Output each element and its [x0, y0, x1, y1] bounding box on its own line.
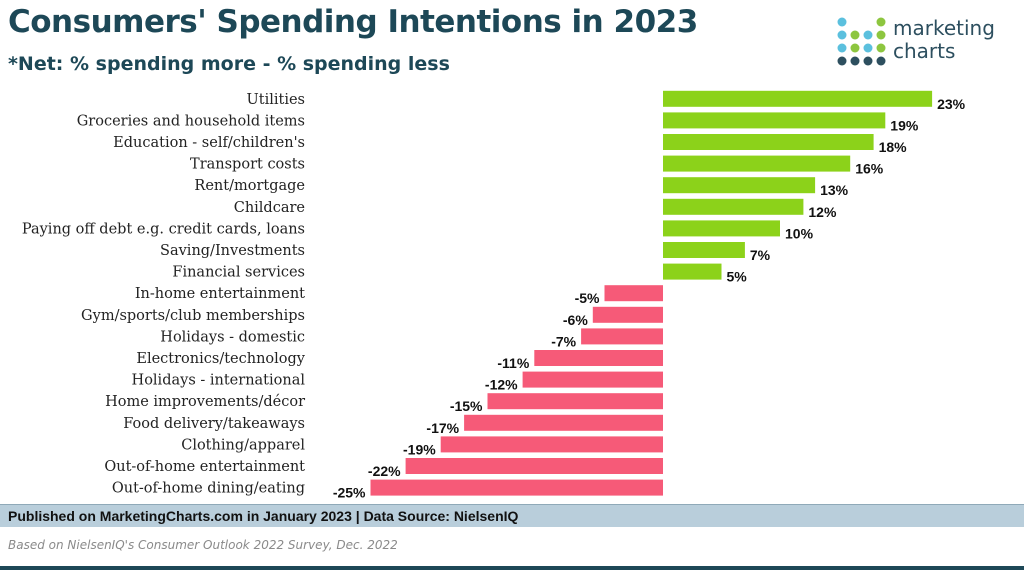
logo-dot — [876, 30, 886, 40]
value-label: 19% — [890, 117, 919, 133]
chart-subtitle: *Net: % spending more - % spending less — [8, 53, 450, 75]
bar[interactable] — [663, 90, 933, 107]
value-label: 13% — [820, 182, 849, 198]
logo-word-charts: charts — [893, 39, 956, 63]
value-label: -25% — [333, 485, 366, 500]
bar[interactable] — [581, 328, 663, 345]
bar[interactable] — [534, 350, 663, 366]
category-label: Home improvements/décor — [105, 394, 305, 410]
category-label: Financial services — [172, 265, 305, 281]
value-label: -12% — [485, 377, 518, 393]
logo-dot — [863, 56, 873, 66]
value-label: 10% — [785, 225, 814, 241]
bar[interactable] — [663, 220, 780, 237]
value-label: -15% — [450, 398, 483, 414]
value-label: -7% — [551, 333, 576, 349]
bar[interactable] — [604, 285, 664, 302]
bottom-rule — [0, 566, 1024, 570]
footer-source-text: Published on MarketingCharts.com in Janu… — [8, 508, 519, 524]
logo-dot — [876, 43, 886, 53]
category-label: Transport costs — [190, 157, 305, 173]
value-label: -22% — [368, 463, 401, 479]
footer-note: Based on NielsenIQ's Consumer Outlook 20… — [8, 538, 398, 552]
category-label: Out-of-home dining/eating — [112, 481, 305, 497]
category-label: Utilities — [247, 92, 305, 108]
category-label: Electronics/technology — [136, 351, 305, 367]
bar[interactable] — [405, 458, 663, 474]
marketing-charts-dot-logo-icon — [837, 17, 886, 66]
logo-dot — [850, 30, 860, 40]
category-label: Gym/sports/club memberships — [81, 308, 305, 324]
category-label: Holidays - domestic — [160, 329, 305, 345]
category-label: Rent/mortgage — [194, 178, 305, 194]
category-label: Saving/Investments — [160, 243, 305, 259]
category-label: Out-of-home entertainment — [104, 459, 305, 475]
value-label: 7% — [750, 247, 771, 263]
value-label: -5% — [575, 290, 600, 306]
value-label: -6% — [563, 312, 588, 328]
logo-dot — [837, 43, 847, 53]
logo-dot — [863, 30, 873, 40]
bar-chart: Utilities 23% Groceries and household item… — [22, 90, 966, 500]
category-label: Paying off debt e.g. credit cards, loans — [22, 221, 305, 237]
logo-dot — [837, 17, 847, 27]
bar[interactable] — [522, 371, 663, 388]
value-label: 23% — [937, 96, 966, 112]
category-label: Holidays - international — [132, 373, 306, 389]
bar[interactable] — [663, 112, 886, 129]
category-label: Groceries and household items — [77, 113, 305, 129]
category-label: Childcare — [234, 200, 305, 216]
logo-dot — [837, 30, 847, 40]
value-label: -19% — [403, 441, 436, 457]
logo-text: marketing charts — [893, 17, 995, 63]
value-label: 16% — [855, 161, 884, 177]
logo-dot — [876, 56, 886, 66]
chart-title: Consumers' Spending Intentions in 2023 — [8, 4, 698, 40]
bar[interactable] — [663, 177, 816, 194]
value-label: -11% — [497, 355, 529, 371]
footer-bar: Published on MarketingCharts.com in Janu… — [0, 504, 1024, 527]
value-label: -17% — [426, 420, 459, 436]
category-label: Clothing/apparel — [181, 437, 305, 453]
category-label: Education - self/children's — [113, 135, 305, 151]
value-label: 5% — [727, 269, 748, 285]
marketing-charts-logo[interactable]: marketing charts — [836, 16, 1020, 68]
bar[interactable] — [370, 479, 664, 496]
category-label: In-home entertainment — [135, 286, 305, 302]
bar[interactable] — [440, 436, 663, 453]
bar[interactable] — [487, 393, 664, 410]
logo-dot — [863, 43, 873, 53]
bar[interactable] — [663, 263, 722, 280]
bar[interactable] — [663, 155, 851, 172]
bar[interactable] — [592, 306, 663, 323]
value-label: 18% — [879, 139, 908, 155]
logo-dot — [876, 17, 886, 27]
category-label: Food delivery/takeaways — [123, 416, 305, 432]
logo-word-marketing: marketing — [893, 16, 995, 40]
bar[interactable] — [663, 242, 745, 258]
bar[interactable] — [663, 198, 804, 215]
value-label: 12% — [808, 204, 837, 220]
logo-dot — [850, 56, 860, 66]
bar[interactable] — [663, 134, 874, 150]
logo-dot — [837, 56, 847, 66]
bar[interactable] — [464, 414, 663, 431]
logo-dot — [850, 43, 860, 53]
